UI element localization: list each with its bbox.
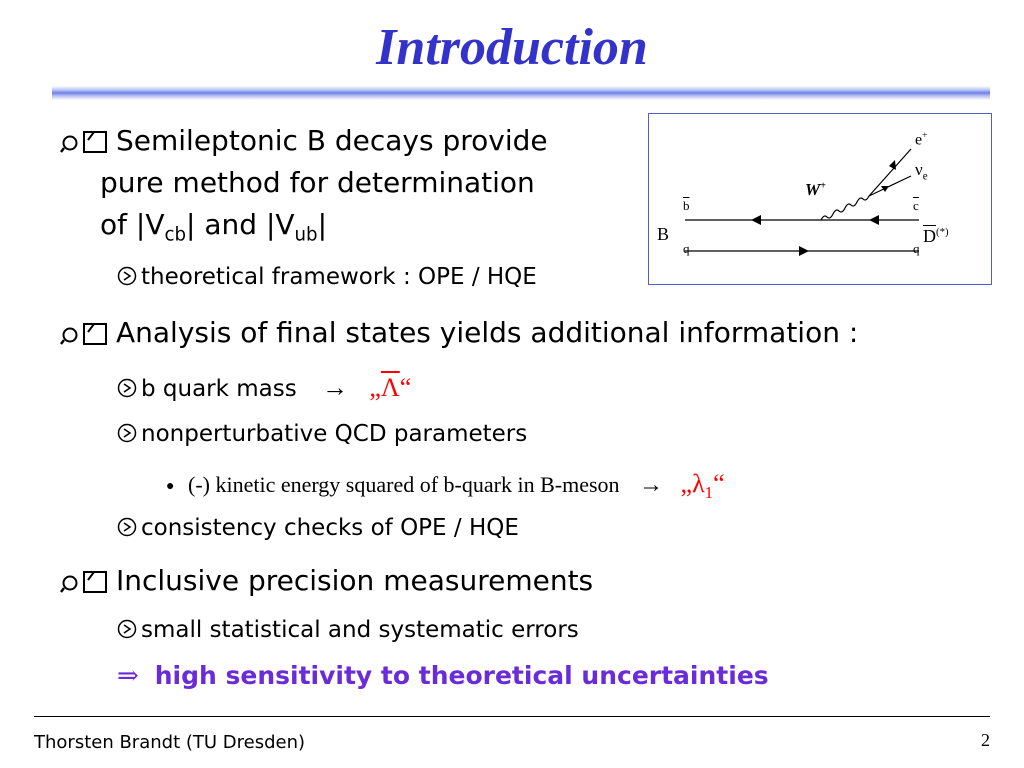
bullet-1-sub-a: theoretical framework : OPE / HQE <box>117 263 537 293</box>
bullet-2-sub-b: nonperturbative QCD parameters <box>117 420 527 450</box>
bullet-2-sub-a: b quark mass → „Λ“ <box>117 374 411 405</box>
title-underline <box>52 86 990 100</box>
label-B-meson: B <box>657 224 670 244</box>
bullet-1-line-2: pure method for determination <box>100 166 535 199</box>
label-q-left: q <box>683 241 690 256</box>
footer-divider <box>34 716 990 717</box>
label-c-bar: c <box>913 198 919 213</box>
bullet-3: Inclusive precision measurements <box>60 564 593 602</box>
bullet-3-sub-a: small statistical and systematic errors <box>117 616 579 646</box>
conclusion-line: ⇒ high sensitivity to theoretical uncert… <box>117 660 769 692</box>
node-circle-icon <box>117 516 141 544</box>
bullet-2: Analysis of final states yields addition… <box>60 316 858 354</box>
feynman-diagram: e+ νe W+ b c q q B D(*) <box>648 113 992 285</box>
label-D-meson: D(*) <box>923 226 949 246</box>
node-circle-icon <box>117 618 141 646</box>
label-q-right: q <box>913 241 920 256</box>
label-w-boson: W+ <box>805 180 826 199</box>
footer-author: Thorsten Brandt (TU Dresden) <box>34 732 306 753</box>
implies-icon: ⇒ <box>117 661 139 690</box>
dot-bullet: ● <box>166 479 175 494</box>
node-circle-icon <box>117 265 141 293</box>
bullet-1: Semileptonic B decays provide <box>60 124 548 162</box>
label-b-bar: b <box>683 198 690 213</box>
page-number: 2 <box>981 730 990 750</box>
bullet-2-sub-b-item: ● (-) kinetic energy squared of b-quark i… <box>166 469 725 503</box>
magnifier-page-icon <box>60 128 116 162</box>
label-e-plus: e+ <box>915 130 928 149</box>
lambda-bar-label: „Λ“ <box>369 373 412 402</box>
lambda1-label: „λ1“ <box>680 469 725 503</box>
node-circle-icon <box>117 422 141 450</box>
arrow-right: → <box>322 373 349 402</box>
arrow-right: → <box>639 472 664 498</box>
magnifier-page-icon <box>60 568 116 602</box>
bullet-1-line-1: Semileptonic B decays provide <box>116 124 548 157</box>
bullet-2-sub-c: consistency checks of OPE / HQE <box>117 514 519 544</box>
node-circle-icon <box>117 377 141 405</box>
magnifier-page-icon <box>60 320 116 354</box>
conclusion-text: high sensitivity to theoretical uncertai… <box>154 661 769 690</box>
slide-title: Introduction <box>376 19 648 76</box>
label-nu-e: νe <box>915 160 928 183</box>
bullet-1-line-3: of |Vcb| and |Vub| <box>100 208 328 246</box>
